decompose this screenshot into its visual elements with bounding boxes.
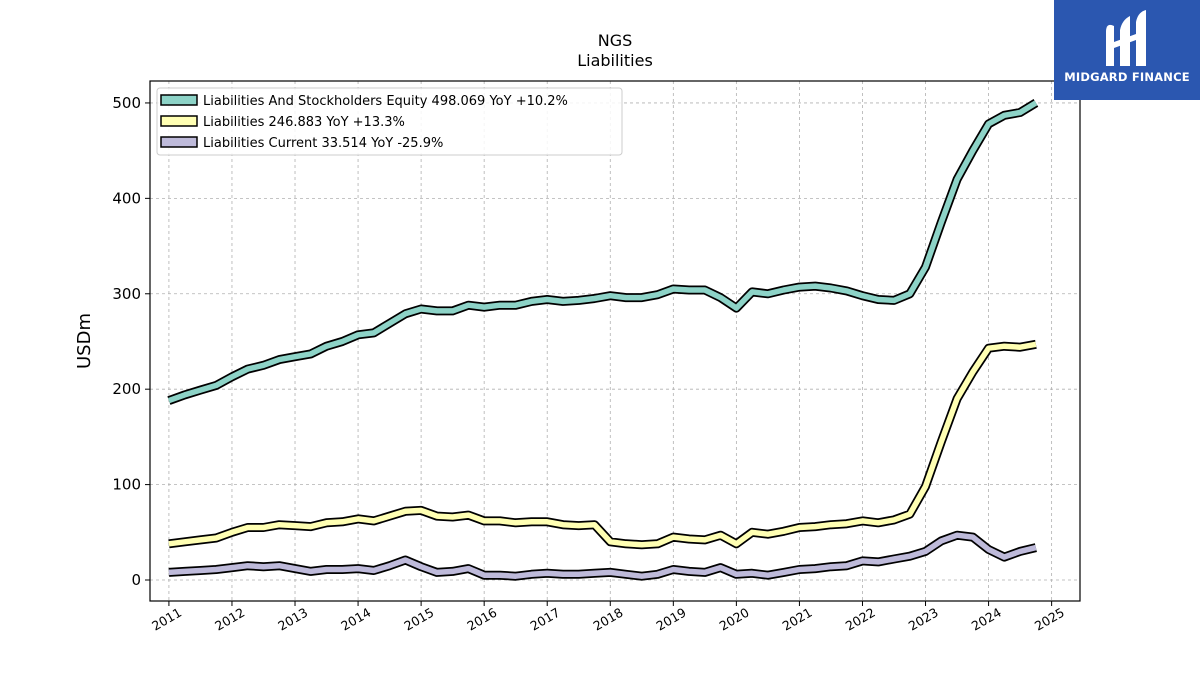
x-tick-label: 2015 <box>401 605 436 634</box>
legend-entry-label: Liabilities Current 33.514 YoY -25.9% <box>203 136 443 151</box>
x-tick-label: 2014 <box>338 605 373 634</box>
chart-title: NGS <box>597 31 633 50</box>
plot-frame <box>149 80 1081 602</box>
brand-logo: MIDGARD FINANCE <box>1054 0 1200 100</box>
brand-name: MIDGARD FINANCE <box>1064 70 1190 84</box>
y-tick-label: 400 <box>112 189 141 207</box>
x-tick-label: 2020 <box>717 605 752 634</box>
x-tick-label: 2013 <box>275 605 310 634</box>
legend-swatch <box>160 115 198 127</box>
x-tick-label: 2019 <box>654 605 689 634</box>
x-tick-label: 2018 <box>590 605 625 634</box>
stylized-m-icon <box>1106 10 1146 66</box>
y-tick-label: 500 <box>112 94 141 112</box>
x-tick-label: 2024 <box>969 605 1004 634</box>
x-tick-label: 2023 <box>906 605 941 634</box>
x-tick-label: 2012 <box>212 605 247 634</box>
series-line <box>168 532 1037 579</box>
series-line <box>168 341 1037 548</box>
x-tick-label: 2016 <box>464 605 499 634</box>
x-tick-label: 2025 <box>1032 605 1067 634</box>
x-tick-label: 2021 <box>780 605 815 634</box>
series-line <box>167 100 1038 404</box>
x-tick-label: 2011 <box>149 605 184 634</box>
legend-box <box>156 87 623 156</box>
y-tick-label: 200 <box>112 380 141 398</box>
legend-entry-label: Liabilities 246.883 YoY +13.3% <box>203 115 405 130</box>
y-tick-label: 100 <box>112 476 141 494</box>
x-tick-label: 2017 <box>527 605 562 634</box>
y-tick-label: 300 <box>112 285 141 303</box>
chart-subtitle: Liabilities <box>577 51 653 70</box>
y-tick-label: 0 <box>131 571 141 589</box>
legend-swatch <box>160 94 198 106</box>
x-tick-label: 2022 <box>843 605 878 634</box>
y-axis-label: USDm <box>74 313 95 369</box>
legend-entry-label: Liabilities And Stockholders Equity 498.… <box>203 94 568 109</box>
legend-swatch <box>160 136 198 148</box>
